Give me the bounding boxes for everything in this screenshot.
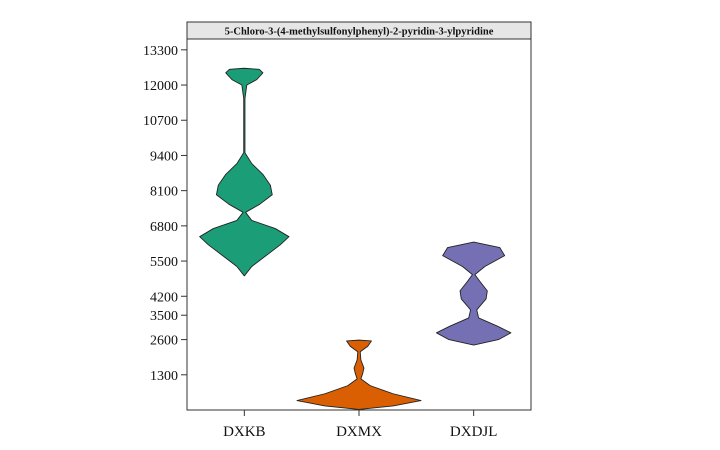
y-tick-label: 12000 [143,79,178,94]
y-tick-label: 6800 [150,220,178,235]
violins [199,67,512,410]
y-tick-label: 9400 [150,149,178,164]
plot-frame [186,38,532,411]
x-category-label: DXMX [336,424,382,440]
y-tick-label: 10700 [143,114,178,129]
y-tick-label: 8100 [150,185,178,200]
y-tick-label: 1300 [150,369,178,384]
y-axis: 1300 2600 3500 4200 5500 6800 8100 9400 10700 120… [143,44,187,384]
y-tick-label: 4200 [150,290,178,305]
violin-dxmx [296,339,422,410]
x-category-label: DXDJL [450,424,498,440]
violin-dxdjl [436,241,512,346]
y-tick-label: 5500 [150,255,178,270]
y-tick-label: 3500 [150,309,178,324]
y-tick-label: 2600 [150,334,178,349]
x-category-label: DXKB [223,424,266,440]
chart-title: 5-Chloro-3-(4-methylsulfonylphenyl)-2-py… [225,27,494,38]
y-tick-label: 13300 [143,44,178,59]
violin-dxkb [199,67,290,277]
x-axis: DXKB DXMX DXDJL [223,410,497,440]
